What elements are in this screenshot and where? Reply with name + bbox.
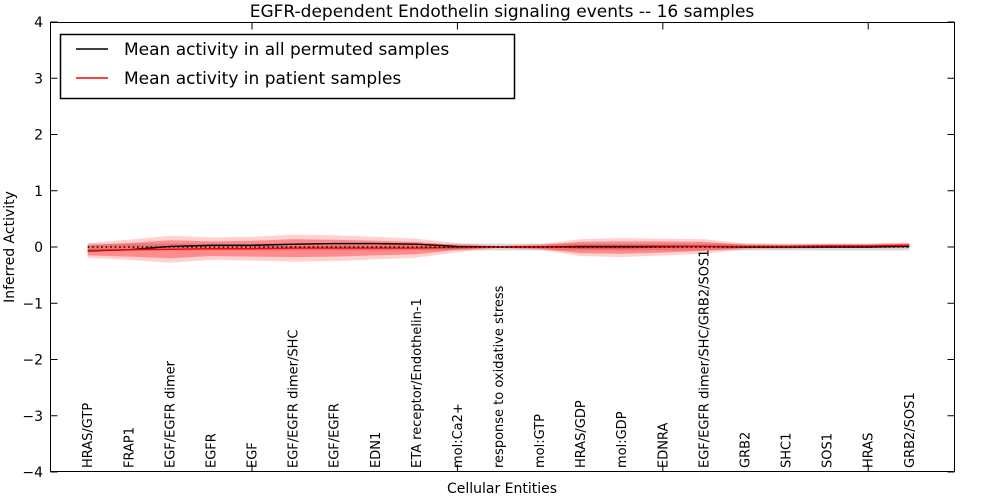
y-axis-label: Inferred Activity	[2, 191, 18, 303]
x-category-label: SHC1	[780, 433, 795, 468]
x-category-label: EGF	[246, 442, 261, 468]
y-tick-label: −3	[22, 409, 43, 425]
legend: Mean activity in all permuted samples Me…	[59, 33, 516, 100]
y-tick-label: −1	[22, 296, 43, 312]
y-tick-label: 4	[34, 15, 43, 31]
x-category-label: mol:GTP	[533, 414, 548, 468]
x-axis-label: Cellular Entities	[447, 481, 557, 497]
legend-label-patient: Mean activity in patient samples	[124, 69, 401, 89]
y-tick-label: 0	[34, 240, 43, 256]
y-tick-label: 2	[34, 128, 43, 144]
x-category-label: HRAS	[862, 433, 877, 468]
y-tick-label: 1	[34, 184, 43, 200]
y-tick-labels-group: −4 −3 −2 −1 0 1 2 3 4	[22, 15, 43, 481]
y-tick-label: −4	[22, 465, 43, 481]
x-category-label: GRB2	[739, 432, 754, 468]
x-category-label: EGF/EGFR	[328, 403, 343, 468]
x-category-label: ETA receptor/Endothelin-1	[410, 298, 425, 468]
x-category-label: response to oxidative stress	[492, 285, 507, 468]
x-category-label: EGF/EGFR dimer	[163, 360, 178, 468]
x-category-label: mol:GDP	[615, 411, 630, 468]
y-tick-label: −2	[22, 353, 43, 369]
legend-label-permuted: Mean activity in all permuted samples	[124, 40, 449, 60]
x-category-label: EDN1	[369, 432, 384, 468]
patient-outer-band	[87, 234, 910, 263]
x-category-label: HRAS/GTP	[81, 403, 96, 468]
x-category-label: HRAS/GDP	[574, 400, 589, 468]
y-tick-label: 3	[34, 71, 43, 87]
x-category-label: mol:Ca2+	[451, 403, 466, 468]
legend-box	[59, 33, 516, 100]
x-category-label: EGFR	[204, 433, 219, 468]
x-category-label: SOS1	[821, 433, 836, 468]
x-category-label: GRB2/SOS1	[903, 392, 918, 468]
ticks-group	[50, 21, 955, 473]
x-category-label: EGF/EGFR dimer/SHC	[287, 330, 302, 468]
chart-title: EGFR-dependent Endothelin signaling even…	[250, 2, 755, 22]
x-category-label: EDNRA	[656, 423, 671, 468]
x-category-label: EGF/EGFR dimer/SHC/GRB2/SOS1	[697, 250, 712, 469]
x-category-labels-group: HRAS/GTP FRAP1 EGF/EGFR dimer EGFR EGF EGF/EG…	[81, 250, 918, 469]
x-category-label: FRAP1	[122, 427, 137, 468]
